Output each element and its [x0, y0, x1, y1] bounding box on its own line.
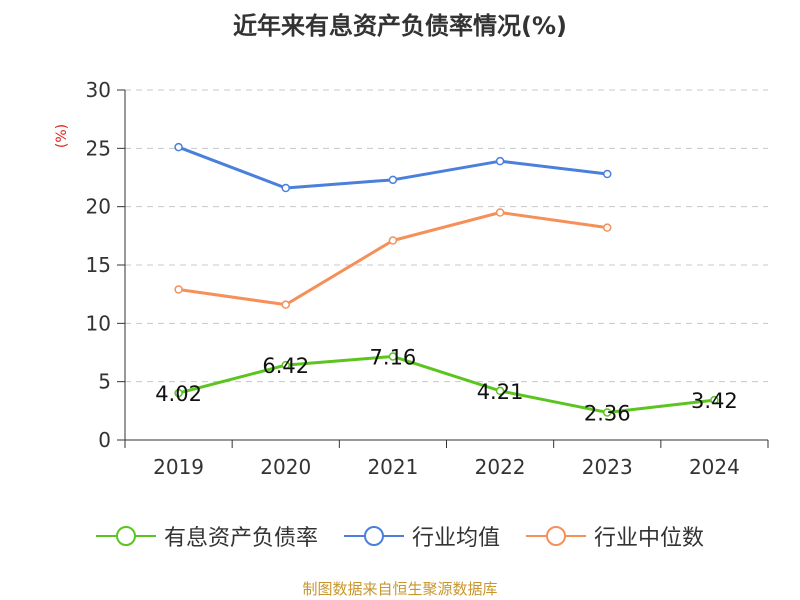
legend-item-0[interactable]: 有息资产负债率: [95, 520, 318, 552]
data-point-1: [495, 156, 505, 166]
legend-swatch-icon-2: [526, 526, 586, 546]
data-label: 2.36: [584, 401, 631, 425]
x-tick-label: 2022: [475, 455, 526, 479]
y-tick-label: 15: [86, 253, 111, 277]
legend-item-1[interactable]: 行业均值: [343, 520, 500, 552]
legend-swatch-icon-1: [343, 526, 404, 546]
x-tick-label: 2023: [582, 455, 633, 479]
data-point-2: [174, 285, 183, 294]
legend-swatch-icon-0: [95, 526, 156, 546]
y-tick-label: 5: [98, 370, 111, 394]
data-point-0: [603, 408, 612, 417]
y-tick-label: 0: [98, 428, 111, 452]
data-labels: 4.02 6.42 7.16 4.21 2.36 3.42: [155, 345, 738, 425]
data-point-2: [603, 223, 612, 232]
data-label: 4.21: [477, 380, 524, 404]
x-tick-label: 2024: [689, 455, 740, 479]
series-line-0: [178, 354, 715, 414]
y-tick-label: 30: [86, 78, 111, 102]
data-label: 3.42: [691, 389, 738, 413]
data-point-2: [281, 300, 290, 309]
chart-title: 近年来有息资产负债率情况(%): [233, 12, 567, 40]
data-point-0: [174, 388, 183, 398]
data-point-0: [281, 360, 290, 370]
data-point-1: [603, 169, 612, 179]
x-tick-label: 2021: [367, 455, 418, 479]
data-point-0: [495, 386, 505, 396]
legend-label-1: 行业均值: [411, 526, 500, 551]
data-label: 7.16: [370, 345, 417, 369]
x-tick-label: 2020: [260, 455, 311, 479]
source-note: 制图数据来自恒生聚源数据库: [302, 580, 498, 598]
series-line-2: [178, 211, 608, 307]
y-tick-label: 10: [86, 311, 111, 335]
x-tick-label: 2019: [153, 455, 204, 479]
legend-item-2[interactable]: 行业中位数: [526, 520, 704, 552]
y-tick-label: 25: [86, 136, 111, 160]
data-point-0: [388, 352, 398, 361]
series-group: [174, 142, 719, 417]
grid-lines: [125, 89, 768, 383]
axes: 0 5 10 15 20 25 30 2019 2020 2021 2022 2023 2024: [86, 78, 769, 479]
legend-label-0: 有息资产负债率: [163, 526, 318, 551]
data-point-2: [495, 208, 505, 217]
data-label: 4.02: [155, 382, 202, 406]
legend-label-2: 行业中位数: [594, 526, 705, 551]
y-tick-label: 20: [86, 195, 111, 219]
data-point-1: [281, 183, 290, 193]
data-label: 6.42: [262, 354, 309, 378]
legend: 有息资产负债率 行业均值 行业中位数: [0, 520, 800, 552]
data-point-0: [710, 395, 719, 405]
data-point-1: [174, 142, 183, 152]
data-point-2: [388, 236, 398, 245]
data-point-1: [388, 175, 398, 185]
